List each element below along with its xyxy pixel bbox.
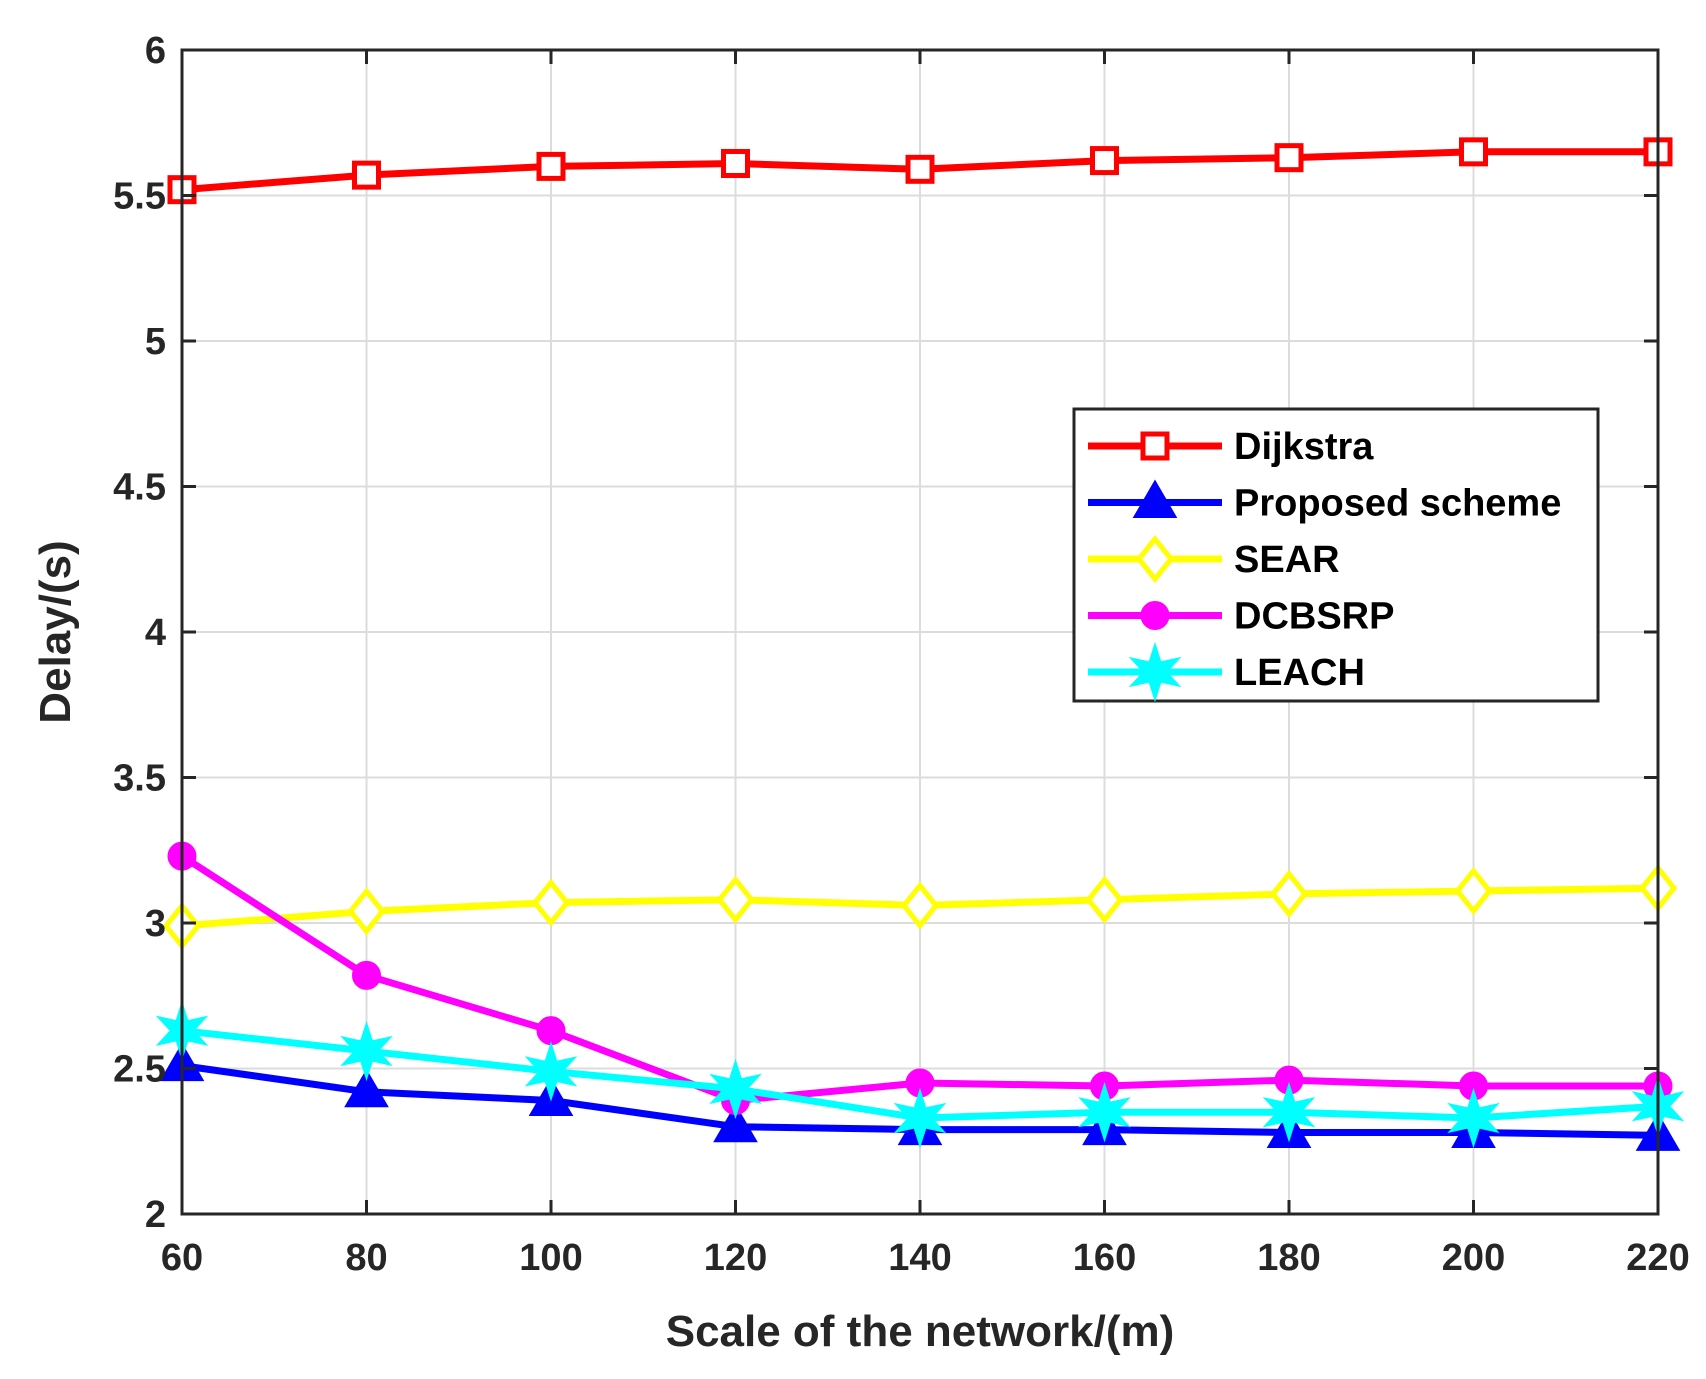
legend-marker-circle xyxy=(1140,601,1170,630)
legend-marker-star xyxy=(1128,641,1182,703)
legend-entry: SEAR xyxy=(1088,534,1340,584)
legend-marker-triangle xyxy=(1132,479,1178,518)
data-point-star xyxy=(524,1041,578,1102)
legend-entry: Dijkstra xyxy=(1088,426,1374,468)
axis-ticks: 60 80 100 120 140 160 180 200 220 2 2.5 3 3.5 4 4.5 5 5.… xyxy=(113,30,1690,1279)
y-tick-label: 2 xyxy=(145,1194,166,1236)
legend-label: Dijkstra xyxy=(1234,426,1374,468)
y-tick-label: 2.5 xyxy=(113,1049,166,1091)
x-tick-label: 80 xyxy=(345,1237,387,1279)
data-point-square xyxy=(536,151,566,181)
x-tick-label: 160 xyxy=(1073,1237,1136,1279)
data-point-star xyxy=(1078,1081,1131,1143)
data-point-diamond xyxy=(716,875,755,924)
legend-entry: LEACH xyxy=(1088,641,1365,703)
data-point-square xyxy=(721,148,750,178)
data-point-triangle xyxy=(344,1068,389,1108)
data-point-star xyxy=(1262,1081,1316,1143)
legend-label: DCBSRP xyxy=(1234,596,1394,638)
x-tick-label: 60 xyxy=(161,1237,203,1279)
data-point-star xyxy=(1447,1087,1500,1149)
data-point-square xyxy=(905,154,935,184)
data-point-diamond xyxy=(347,887,386,936)
data-point-star xyxy=(893,1087,947,1149)
data-point-triangle xyxy=(713,1103,758,1143)
series-sear xyxy=(162,864,1678,950)
x-axis-label: Scale of the network/(m) xyxy=(666,1307,1175,1356)
y-tick-label: 5 xyxy=(145,321,166,363)
data-point-diamond xyxy=(1454,866,1493,915)
data-point-square xyxy=(1090,146,1119,176)
x-tick-label: 140 xyxy=(888,1237,951,1279)
y-tick-label: 5.5 xyxy=(113,176,166,218)
y-tick-label: 3 xyxy=(145,903,166,945)
x-tick-label: 100 xyxy=(519,1237,582,1279)
y-tick-label: 6 xyxy=(145,30,166,72)
x-tick-label: 200 xyxy=(1442,1237,1505,1279)
legend: Dijkstra Proposed scheme SEAR DCBSRP LEACH xyxy=(1072,407,1600,703)
data-point-square xyxy=(352,160,381,190)
data-point-star xyxy=(340,1020,393,1082)
data-point-circle xyxy=(352,960,381,990)
series-leach xyxy=(155,1000,1685,1149)
data-point-diamond xyxy=(531,878,571,927)
y-tick-label: 3.5 xyxy=(113,758,166,800)
y-tick-label: 4 xyxy=(145,612,166,654)
legend-marker-square xyxy=(1140,431,1170,461)
legend-label: LEACH xyxy=(1234,652,1365,694)
y-tick-label: 4.5 xyxy=(113,467,166,509)
x-tick-label: 120 xyxy=(704,1237,767,1279)
data-point-star xyxy=(709,1058,762,1120)
data-point-diamond xyxy=(1269,869,1309,918)
data-point-square xyxy=(1274,143,1304,173)
x-tick-label: 220 xyxy=(1626,1237,1689,1279)
data-point-square xyxy=(1459,137,1488,167)
legend-entry: Proposed scheme xyxy=(1088,479,1561,525)
data-point-diamond xyxy=(1085,875,1124,924)
legend-entry: DCBSRP xyxy=(1088,596,1394,638)
legend-label: SEAR xyxy=(1234,539,1340,581)
data-point-diamond xyxy=(900,881,940,930)
y-axis-label: Delay/(s) xyxy=(31,540,80,723)
legend-marker-diamond xyxy=(1135,534,1175,584)
legend-label: Proposed scheme xyxy=(1234,483,1561,525)
data-point-circle xyxy=(536,1016,566,1046)
x-tick-label: 180 xyxy=(1257,1237,1320,1279)
